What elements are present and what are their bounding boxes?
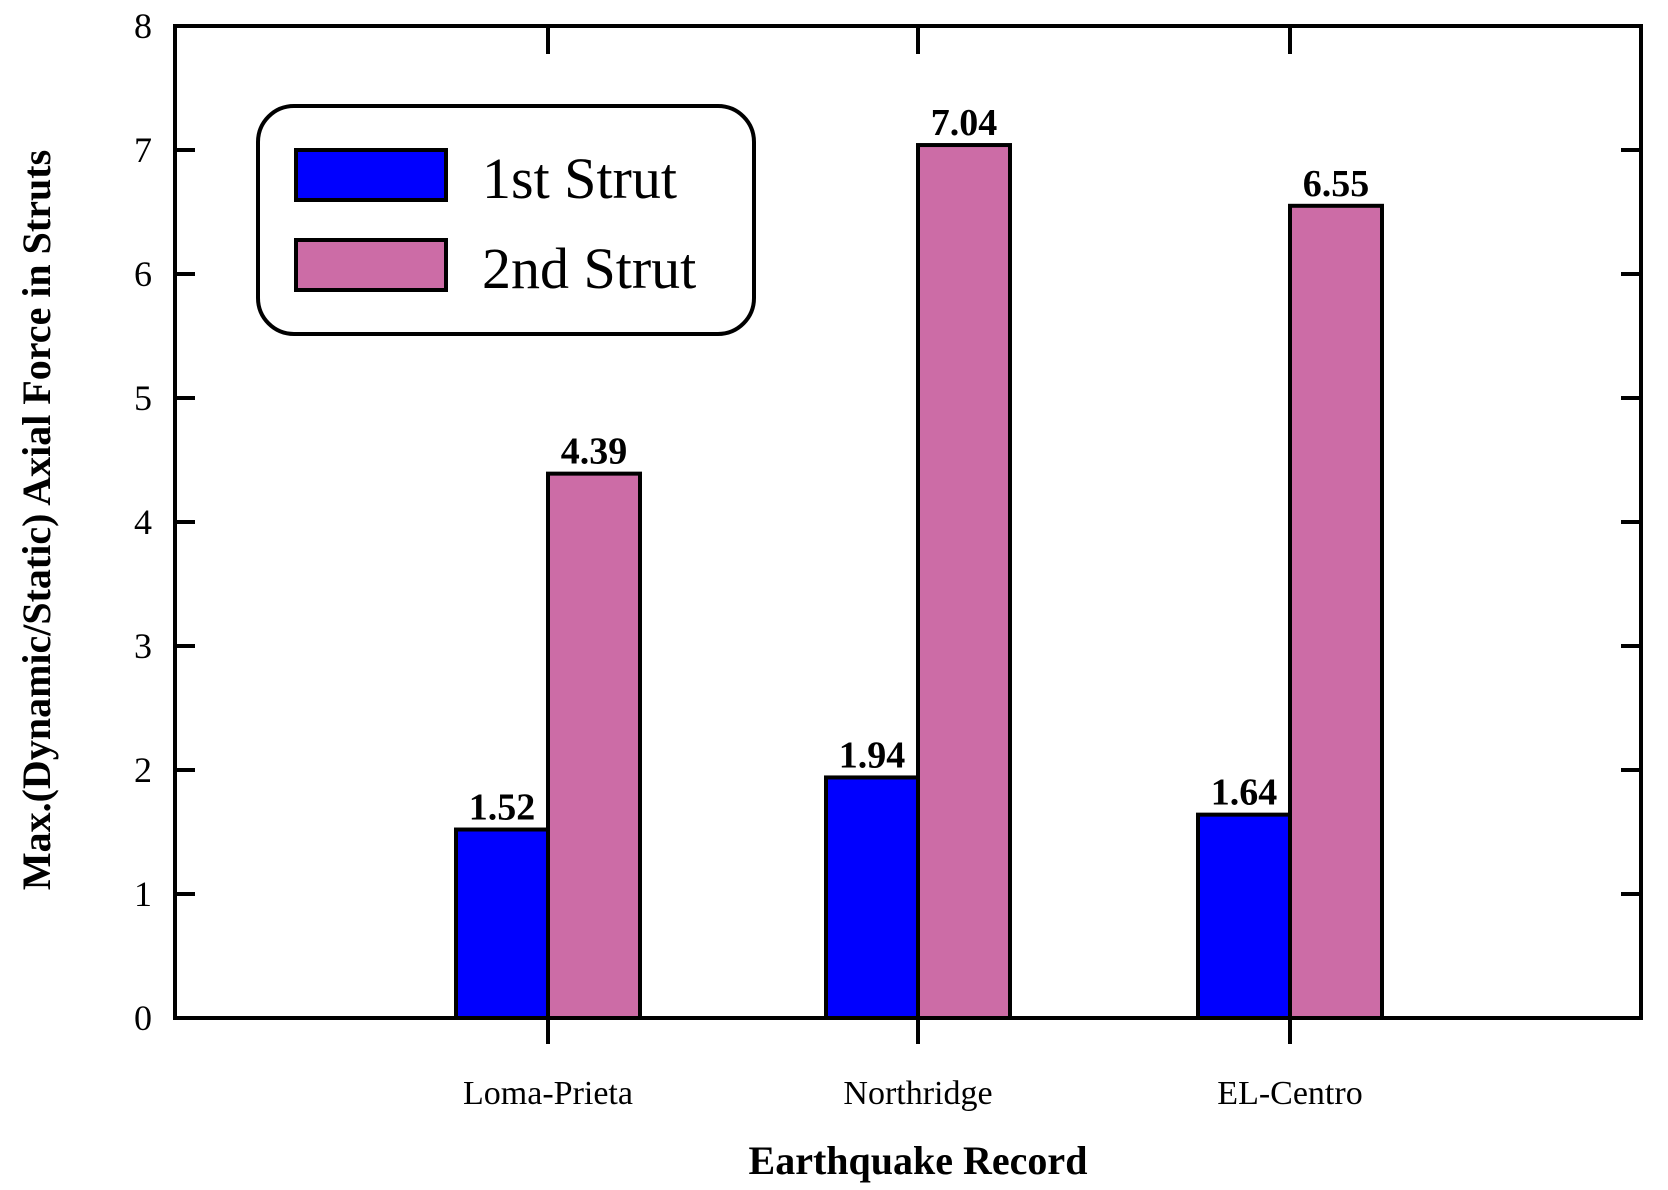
bar-el-centro-1st-strut [1196, 812, 1292, 1021]
x-category-label: Loma-Prieta [463, 1075, 633, 1112]
legend-swatch-1st-strut [294, 148, 448, 202]
data-label-loma-prieta-1st-strut: 1.52 [469, 787, 536, 829]
bar-loma-prieta-2nd-strut [546, 471, 642, 1020]
y-tick-label: 0 [134, 998, 152, 1038]
y-tick-label: 2 [134, 750, 152, 790]
y-tick-labels: 0 1 2 3 4 5 6 7 8 [134, 6, 152, 1038]
legend-label-2nd-strut: 2nd Strut [482, 236, 696, 301]
plot-frame [173, 24, 1643, 1020]
bars-layer [454, 143, 1384, 1021]
bar-loma-prieta-1st-strut [454, 827, 550, 1021]
data-labels: 1.52 4.39 1.94 7.04 1.64 6.55 [469, 102, 1370, 828]
x-category-labels: Loma-Prieta Northridge EL-Centro [463, 1075, 1363, 1112]
bar-northridge-1st-strut [824, 775, 920, 1020]
bar-el-centro-2nd-strut [1288, 203, 1384, 1021]
data-label-northridge-1st-strut: 1.94 [839, 734, 906, 776]
y-tick-label: 6 [134, 254, 152, 294]
y-tick-label: 7 [134, 130, 152, 170]
bar-northridge-2nd-strut [916, 143, 1012, 1021]
y-tick-label: 1 [134, 874, 152, 914]
data-label-el-centro-1st-strut: 1.64 [1211, 772, 1278, 814]
data-label-el-centro-2nd-strut: 6.55 [1303, 163, 1370, 205]
data-label-loma-prieta-2nd-strut: 4.39 [561, 431, 628, 473]
x-category-label: Northridge [843, 1075, 992, 1112]
legend: 1st Strut 2nd Strut [256, 104, 756, 336]
y-axis-title: Max.(Dynamic/Static) Axial Force in Stru… [14, 150, 59, 890]
y-tick-label: 8 [134, 6, 152, 46]
data-label-northridge-2nd-strut: 7.04 [931, 102, 998, 144]
y-tick-label: 5 [134, 378, 152, 418]
y-tick-label: 3 [134, 626, 152, 666]
legend-swatch-2nd-strut [294, 238, 448, 292]
x-axis-title: Earthquake Record [749, 1138, 1088, 1183]
legend-label-1st-strut: 1st Strut [482, 146, 677, 211]
x-category-label: EL-Centro [1217, 1075, 1362, 1112]
y-tick-label: 4 [134, 502, 152, 542]
